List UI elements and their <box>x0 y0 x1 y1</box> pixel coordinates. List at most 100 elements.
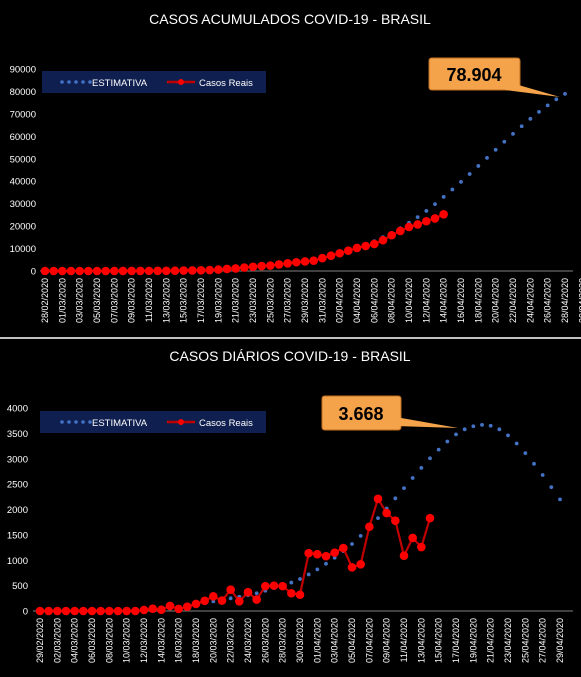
real-cases-point <box>370 239 379 249</box>
real-cases-point <box>404 222 414 232</box>
estimate-point <box>493 147 498 152</box>
estimate-point <box>558 497 562 502</box>
legend-cumulative: ESTIMATIVA Casos Reais <box>42 71 266 93</box>
y-tick-label: 2500 <box>7 480 28 491</box>
legend-estimate-dot <box>60 420 64 424</box>
x-tick-label: 01/04/2020 <box>312 618 322 663</box>
estimate-point <box>445 439 450 444</box>
x-tick-label: 28/02/2020 <box>40 278 50 323</box>
real-cases-point <box>188 266 197 275</box>
real-cases-point <box>70 606 79 616</box>
estimate-point <box>324 561 328 566</box>
callout-daily: 3.668 <box>321 395 458 431</box>
estimate-point <box>402 486 406 491</box>
x-tick-label: 16/04/2020 <box>456 278 466 323</box>
y-tick-label: 80000 <box>10 87 36 98</box>
estimate-point <box>545 103 550 108</box>
real-cases-point <box>170 266 180 276</box>
x-tick-label: 18/04/2020 <box>473 278 483 323</box>
x-tick-label: 12/03/2020 <box>139 618 149 663</box>
x-tick-label: 08/04/2020 <box>387 278 397 323</box>
y-tick-label: 1500 <box>7 530 28 541</box>
estimate-point <box>315 567 320 572</box>
legend-estimate-dot <box>88 80 92 84</box>
x-tick-label: 29/03/2020 <box>300 278 310 323</box>
estimate-point <box>563 92 567 96</box>
legend-estimate-dot <box>67 420 71 424</box>
real-cases-point <box>92 266 102 276</box>
legend-bg <box>40 411 266 433</box>
real-cases-point <box>326 251 336 260</box>
callout-value: 3.668 <box>338 404 383 424</box>
x-tick-label: 21/04/2020 <box>486 618 496 663</box>
real-cases-point <box>304 548 313 558</box>
legend-real-marker <box>178 79 184 85</box>
x-tick-label: 20/04/2020 <box>491 278 501 323</box>
legend-estimate-dot <box>74 80 78 84</box>
x-tick-label: 14/03/2020 <box>156 618 166 663</box>
x-tick-label: 23/03/2020 <box>248 278 258 323</box>
estimate-point <box>289 580 294 585</box>
real-cases-point <box>183 602 192 611</box>
real-cases-point <box>399 551 409 560</box>
real-cases-point <box>356 560 365 569</box>
estimate-point <box>476 164 481 168</box>
estimate-point <box>358 533 363 538</box>
x-tick-label: 22/04/2020 <box>508 278 518 323</box>
legend-real-marker <box>178 419 184 425</box>
real-cases-point <box>283 259 292 268</box>
real-cases-point <box>339 543 348 553</box>
real-cases-point <box>174 604 183 614</box>
estimate-point <box>459 179 463 184</box>
estimate-point <box>410 476 415 480</box>
estimate-point <box>228 596 233 601</box>
callout-cumulative: 78.904 <box>428 57 560 97</box>
real-cases-point <box>105 606 114 616</box>
estimate-point <box>519 124 524 129</box>
real-cases-point <box>347 563 357 572</box>
real-cases-point <box>396 226 405 236</box>
real-cases-point <box>191 599 201 609</box>
x-tick-label: 10/04/2020 <box>404 278 414 323</box>
real-cases-point <box>235 597 244 606</box>
real-cases-point <box>226 585 235 594</box>
real-cases-point <box>248 262 258 272</box>
y-tick-label: 4000 <box>7 404 28 415</box>
callout-pointer <box>505 84 560 97</box>
legend-estimate-dot <box>81 420 85 424</box>
real-cases-point <box>425 513 435 523</box>
real-cases-point <box>87 606 97 616</box>
real-cases-point <box>252 595 261 604</box>
estimate-point <box>393 496 398 501</box>
estimate-point <box>419 465 424 470</box>
estimate-point <box>298 577 302 581</box>
x-tick-label: 11/04/2020 <box>399 618 409 662</box>
real-cases-point <box>136 266 145 276</box>
estimate-point <box>497 427 502 432</box>
y-tick-label: 20000 <box>10 222 36 233</box>
real-cases-point <box>179 266 188 275</box>
x-tick-label: 28/04/2020 <box>560 278 570 323</box>
real-cases-point <box>222 264 232 274</box>
real-cases-point <box>110 266 119 276</box>
x-tick-label: 11/03/2020 <box>144 278 154 322</box>
real-cases-point <box>278 581 287 591</box>
real-cases-point <box>101 266 110 276</box>
x-tick-label: 15/04/2020 <box>434 618 444 663</box>
estimate-point <box>506 433 510 438</box>
y-tick-label: 500 <box>12 581 28 592</box>
x-tick-label: 19/03/2020 <box>213 278 223 323</box>
estimate-point <box>537 109 541 114</box>
legend-real-label: Casos Reais <box>199 78 253 89</box>
real-cases-point <box>79 606 88 616</box>
real-cases-point <box>274 260 284 269</box>
x-tick-label: 07/03/2020 <box>109 278 119 323</box>
estimate-point <box>514 441 519 446</box>
legend-daily: ESTIMATIVA Casos Reais <box>40 411 266 433</box>
real-cases-point <box>335 248 344 258</box>
real-cases-point <box>373 494 383 504</box>
legend-real-label: Casos Reais <box>199 418 253 429</box>
x-tick-label: 09/03/2020 <box>127 278 137 323</box>
real-cases-point <box>127 266 136 276</box>
